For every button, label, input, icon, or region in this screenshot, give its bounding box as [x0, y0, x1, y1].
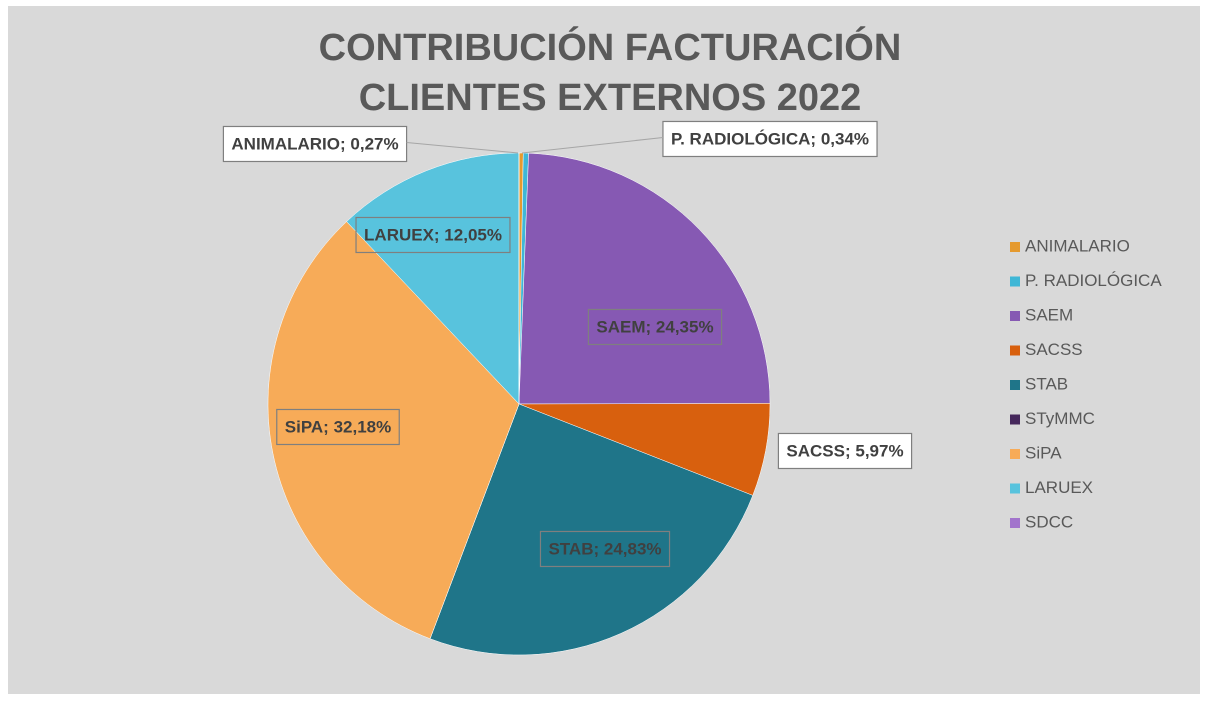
data-label: SiPA; 32,18% — [276, 408, 400, 446]
leader-line — [406, 141, 519, 154]
pie-slice — [267, 221, 520, 640]
data-label-text: ANIMALARIO; 0,27% — [231, 134, 398, 153]
legend-label: P. RADIOLÓGICA — [1025, 271, 1162, 290]
legend-label: LARUEX — [1025, 478, 1093, 497]
data-label-box — [276, 408, 400, 446]
pie-slice — [429, 403, 754, 656]
data-label: P. RADIOLÓGICA; 0,34% — [521, 120, 878, 158]
data-label-text: SiPA; 32,18% — [285, 417, 391, 436]
data-label-text: LARUEX; 12,05% — [364, 225, 502, 244]
legend-swatch — [1010, 483, 1020, 494]
legend-swatch — [1010, 311, 1020, 321]
data-label: STAB; 24,83% — [539, 530, 671, 568]
pie-slice — [518, 152, 771, 405]
data-label-box — [587, 308, 723, 346]
data-label-box — [539, 530, 671, 568]
data-label: SACSS; 5,97% — [777, 432, 913, 470]
data-label-text: SAEM; 24,35% — [596, 317, 713, 336]
slices — [267, 152, 771, 656]
data-label-box — [222, 125, 408, 163]
data-label-text: STAB; 24,83% — [548, 539, 661, 558]
data-label-box — [355, 216, 511, 254]
chart-title: CLIENTES EXTERNOS 2022 — [359, 77, 862, 119]
legend-label: ANIMALARIO — [1025, 236, 1130, 255]
legend-label: STAB — [1025, 374, 1068, 393]
legend-swatch — [1010, 380, 1020, 390]
data-label: SAEM; 24,35% — [587, 308, 723, 346]
data-label: ANIMALARIO; 0,27% — [222, 125, 519, 163]
leader-line — [521, 136, 664, 154]
legend-swatch — [1010, 414, 1020, 425]
data-label: LARUEX; 12,05% — [355, 216, 511, 254]
legend-swatch — [1010, 518, 1020, 528]
legend-swatch — [1010, 276, 1020, 287]
legend-swatch — [1010, 242, 1020, 252]
legend-label: SDCC — [1025, 512, 1073, 531]
legend-swatch — [1010, 449, 1020, 459]
pie-slice — [346, 152, 520, 405]
legend-swatch — [1010, 345, 1020, 356]
data-label-box — [662, 120, 878, 158]
chart-title: CONTRIBUCIÓN FACTURACIÓN — [319, 25, 902, 69]
data-label-text: SACSS; 5,97% — [786, 441, 903, 460]
legend-label: STyMMC — [1025, 409, 1095, 428]
legend-label: SAEM — [1025, 305, 1073, 324]
data-label-text: P. RADIOLÓGICA; 0,34% — [671, 129, 869, 148]
legend-label: SiPA — [1025, 443, 1062, 462]
legend-label: SACSS — [1025, 340, 1083, 359]
data-label-box — [777, 432, 913, 470]
